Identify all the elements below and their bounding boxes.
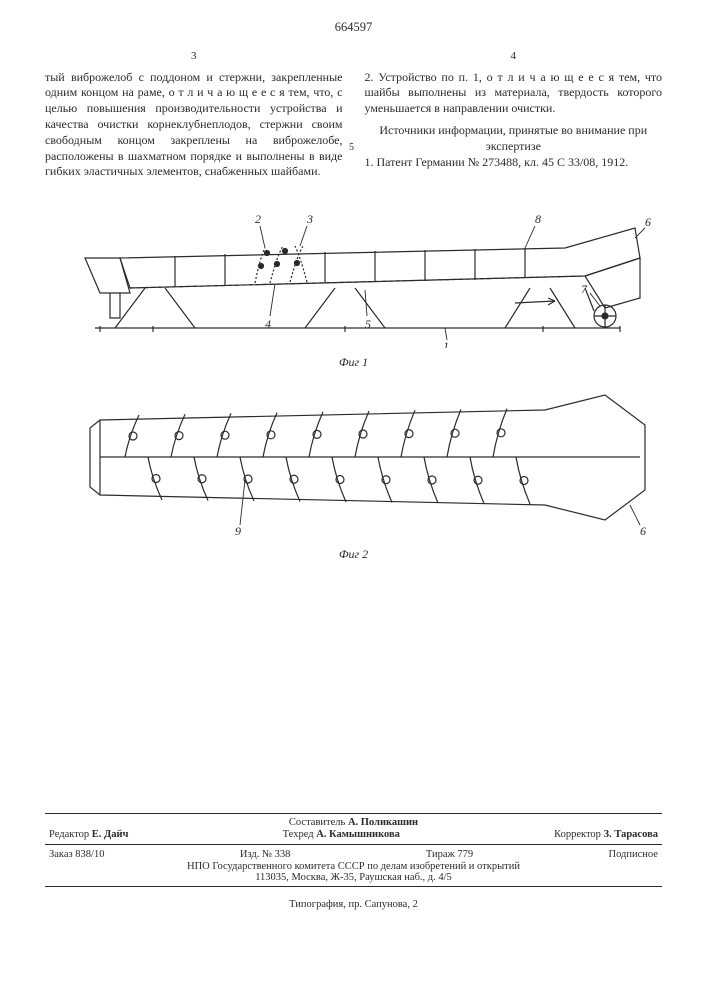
- figure-2-caption: Фиг 2: [45, 547, 662, 562]
- organization-line-2: 113035, Москва, Ж-35, Раушская наб., д. …: [45, 872, 662, 883]
- organization-line-1: НПО Государственного комитета СССР по де…: [45, 861, 662, 872]
- text-columns: 3 тый виброжелоб с поддоном и стержни, з…: [45, 49, 662, 180]
- edition-number: Изд. № 338: [240, 849, 291, 860]
- figure-1: 2 3 8 6 4 5 1 7: [45, 198, 660, 348]
- fig1-label-6: 6: [645, 215, 651, 229]
- fig1-label-1: 1: [443, 339, 449, 348]
- editor-label: Редактор: [49, 829, 89, 840]
- document-number: 664597: [45, 20, 662, 35]
- fig1-label-2: 2: [255, 212, 261, 226]
- colophon: Составитель А. Поликашин Редактор Е. Дай…: [45, 810, 662, 890]
- techred-label: Техред: [283, 829, 314, 840]
- corrector-name: З. Тарасова: [604, 829, 658, 840]
- line-number-5: 5: [349, 142, 354, 153]
- editor-name: Е. Дайч: [92, 829, 129, 840]
- sources-heading: Источники информации, принятые во вниман…: [365, 123, 663, 155]
- fig1-label-5: 5: [365, 317, 371, 331]
- fig2-label-9: 9: [235, 524, 241, 538]
- fig1-label-8: 8: [535, 212, 541, 226]
- corrector-label: Корректор: [554, 829, 601, 840]
- fig2-label-6: 6: [640, 524, 646, 538]
- right-column: 4 2. Устройство по п. 1, о т л и ч а ю щ…: [365, 49, 663, 180]
- left-column-text: тый виброжелоб с поддоном и стержни, зак…: [45, 70, 343, 181]
- techred-name: А. Камышникова: [316, 829, 400, 840]
- figure-1-caption: Фиг 1: [45, 355, 662, 370]
- fig1-label-3: 3: [306, 212, 313, 226]
- subscription: Подписное: [609, 849, 658, 860]
- left-col-number: 3: [45, 49, 343, 64]
- order-number: Заказ 838/10: [49, 849, 104, 860]
- fig1-label-4: 4: [265, 317, 271, 331]
- typography-line: Типография, пр. Сапунова, 2: [0, 899, 707, 910]
- compiler-name: А. Поликашин: [348, 817, 418, 828]
- tirage: Тираж 779: [426, 849, 473, 860]
- left-column: 3 тый виброжелоб с поддоном и стержни, з…: [45, 49, 343, 180]
- right-paragraph-2: 1. Патент Германии № 273488, кл. 45 С 33…: [365, 155, 663, 171]
- compiler-label: Составитель: [289, 817, 345, 828]
- fig1-label-7: 7: [581, 282, 588, 296]
- right-paragraph-1: 2. Устройство по п. 1, о т л и ч а ю щ е…: [365, 70, 663, 117]
- figures-block: 2 3 8 6 4 5 1 7 Фиг 1: [45, 198, 662, 562]
- right-col-number: 4: [365, 49, 663, 64]
- figure-2: 9 6: [45, 380, 660, 540]
